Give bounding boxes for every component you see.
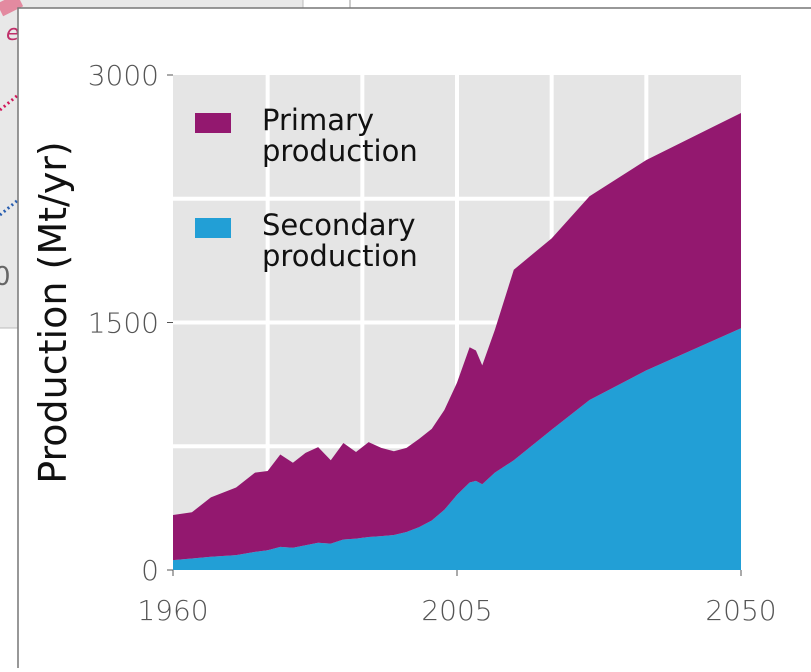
legend-label: Secondary production: [262, 208, 418, 273]
background-band: [0, 0, 24, 17]
y-axis-label: Production (Mt/yr): [31, 141, 75, 484]
y-tick-label: 0: [141, 554, 159, 587]
x-tick-label: 2005: [421, 594, 492, 627]
background-line: [0, 198, 19, 217]
x-tick-label: 2050: [705, 594, 776, 627]
background-text: 0: [0, 262, 11, 292]
x-tick-label: 1960: [137, 594, 208, 627]
y-tick-label: 1500: [88, 307, 159, 340]
legend-swatch: [195, 113, 231, 133]
area: [173, 328, 741, 570]
background-line: [0, 93, 19, 112]
legend-label: Primary production: [262, 103, 418, 168]
legend-swatch: [195, 218, 231, 238]
area: [173, 112, 741, 561]
y-tick-label: 3000: [88, 59, 159, 92]
background-text: e: [6, 21, 20, 46]
